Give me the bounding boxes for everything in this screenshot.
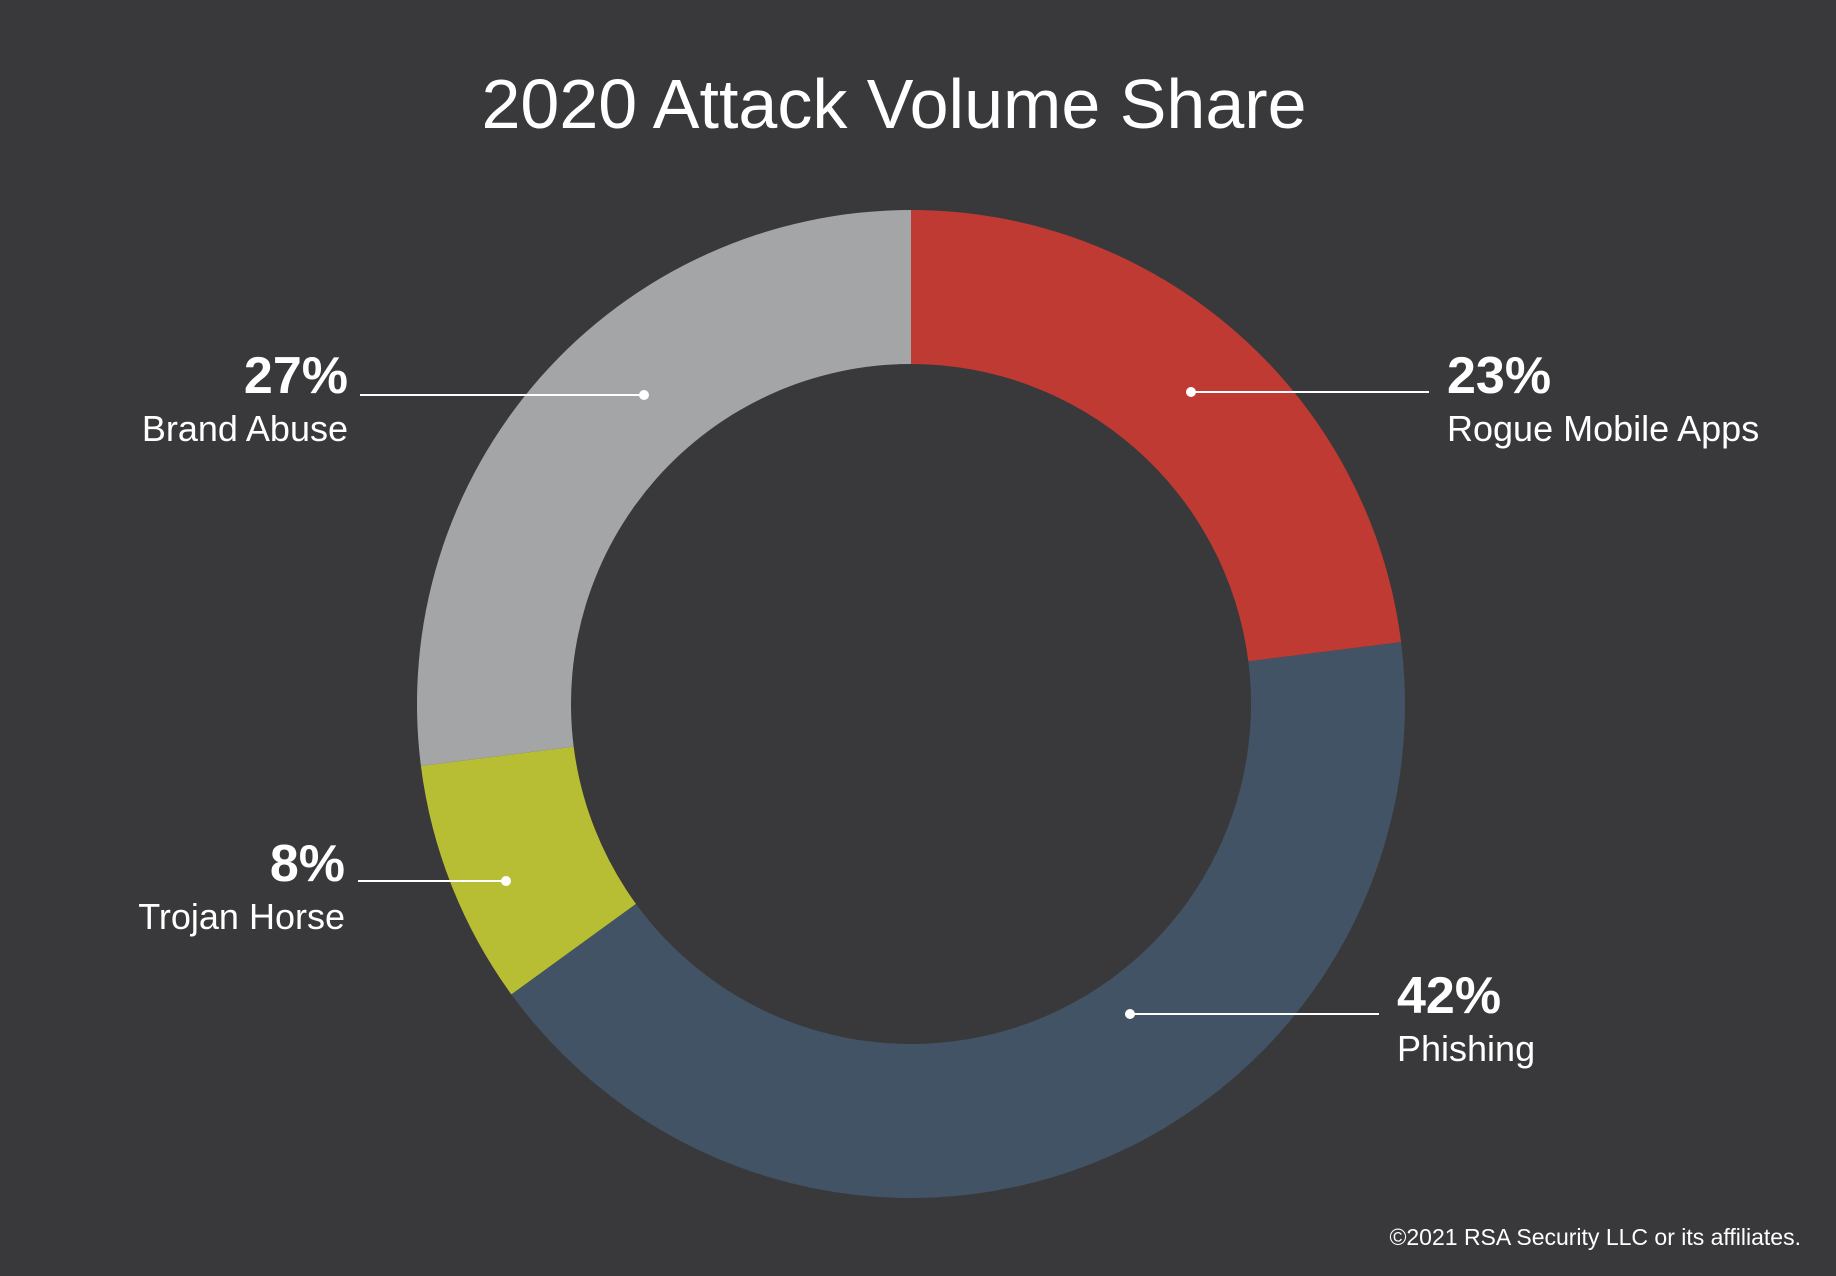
leader-dot [1186,387,1196,397]
value-label: 8% [270,835,345,893]
donut-slice [420,746,636,995]
donut-slice [511,642,1406,1199]
donut-slice [911,210,1402,662]
footnote: ©2021 RSA Security LLC or its affiliates… [1389,1224,1801,1250]
category-label: Phishing [1397,1028,1535,1069]
leader-dot [639,390,649,400]
category-label: Rogue Mobile Apps [1447,408,1759,449]
donut-slice [416,209,911,766]
category-label: Trojan Horse [138,896,345,937]
value-label: 27% [244,347,348,405]
value-label: 42% [1397,967,1501,1025]
chart-title: 2020 Attack Volume Share [482,65,1307,143]
category-label: Brand Abuse [142,408,348,449]
leader-dot [1125,1009,1135,1019]
value-label: 23% [1447,347,1551,405]
leader-dot [501,876,511,886]
